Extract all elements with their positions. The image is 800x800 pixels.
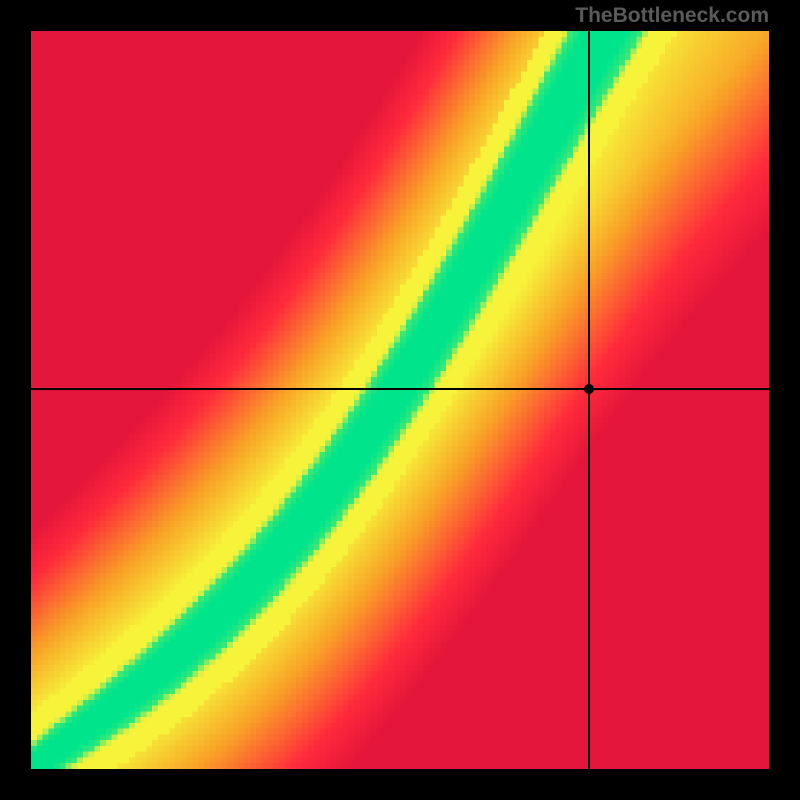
watermark-text: TheBottleneck.com <box>575 4 769 28</box>
bottleneck-heatmap <box>31 31 769 769</box>
crosshair-horizontal <box>31 388 769 390</box>
chart-container: TheBottleneck.com <box>0 0 800 800</box>
selection-marker <box>584 384 594 394</box>
crosshair-vertical <box>588 31 590 769</box>
